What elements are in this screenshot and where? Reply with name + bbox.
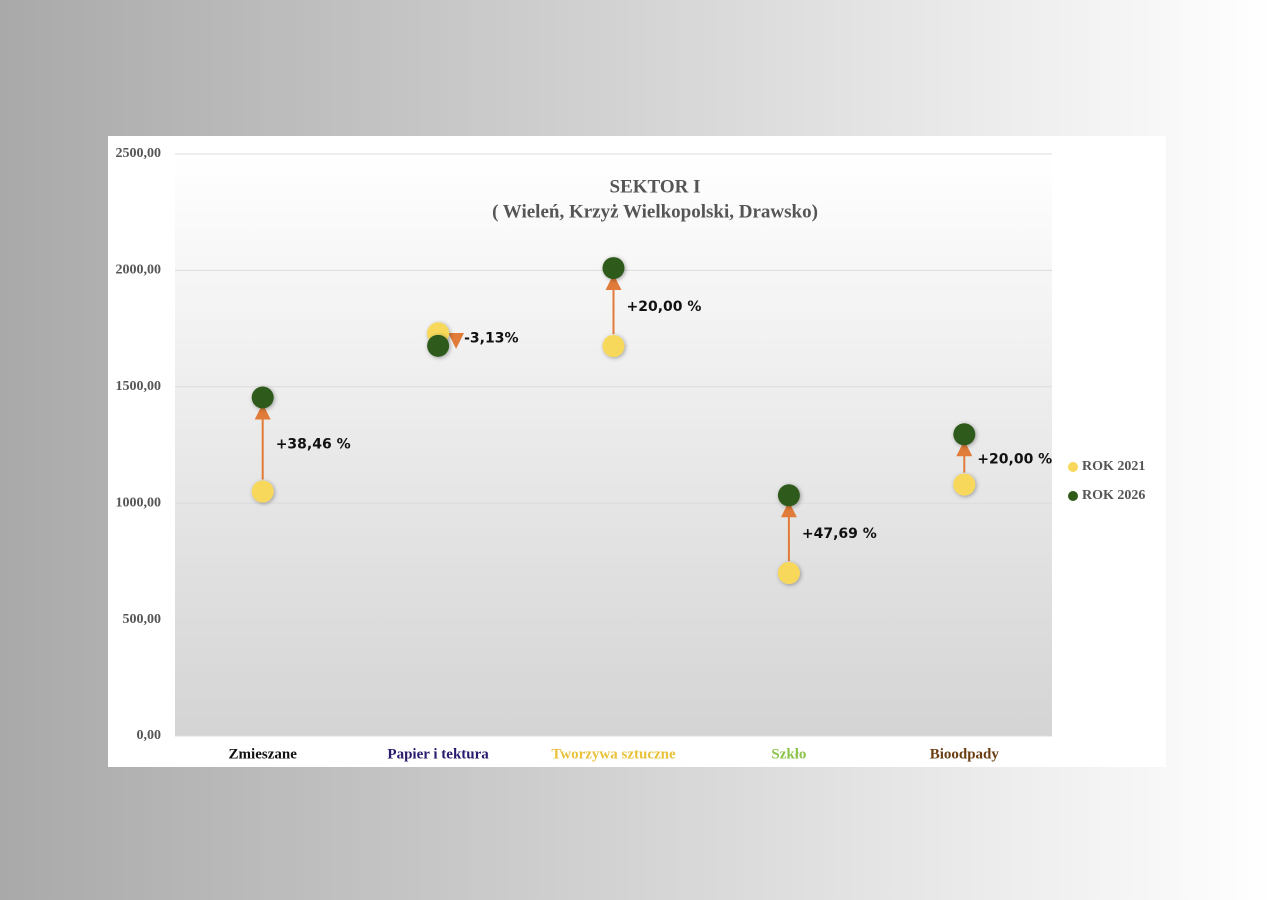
change-label: +47,69 % bbox=[802, 526, 877, 542]
dot bbox=[251, 386, 274, 409]
chart-subtitle: ( Wieleń, Krzyż Wielkopolski, Drawsko) bbox=[492, 201, 818, 222]
y-tick-label: 2000,00 bbox=[116, 263, 162, 278]
chart-title: SEKTOR I bbox=[610, 176, 701, 197]
legend-marker bbox=[1068, 462, 1078, 472]
change-label: +20,00 % bbox=[977, 451, 1052, 467]
x-tick-label: Papier i tektura bbox=[387, 746, 489, 762]
change-label: +38,46 % bbox=[276, 437, 351, 453]
dot bbox=[251, 480, 274, 503]
legend-label: ROK 2021 bbox=[1082, 459, 1145, 474]
y-tick-label: 500,00 bbox=[123, 612, 162, 627]
dot bbox=[777, 484, 800, 507]
legend-marker bbox=[1068, 491, 1078, 501]
x-tick-label: Tworzywa sztuczne bbox=[551, 746, 676, 762]
y-tick-label: 2500,00 bbox=[116, 146, 162, 161]
dot bbox=[777, 562, 800, 585]
x-tick-label: Bioodpady bbox=[930, 746, 1000, 762]
dot bbox=[953, 473, 976, 496]
y-tick-label: 1500,00 bbox=[116, 379, 162, 394]
dot bbox=[602, 335, 625, 358]
x-tick-label: Szkło bbox=[771, 746, 806, 762]
dot bbox=[953, 423, 976, 446]
x-tick-label: Zmieszane bbox=[229, 746, 298, 762]
dot bbox=[427, 334, 450, 357]
y-tick-label: 0,00 bbox=[137, 728, 162, 743]
dot bbox=[602, 257, 625, 280]
legend-label: ROK 2026 bbox=[1082, 488, 1145, 503]
change-label: +20,00 % bbox=[627, 299, 702, 315]
y-tick-label: 1000,00 bbox=[116, 495, 162, 510]
change-label: -3,13% bbox=[464, 330, 518, 346]
plot-area bbox=[175, 154, 1052, 736]
